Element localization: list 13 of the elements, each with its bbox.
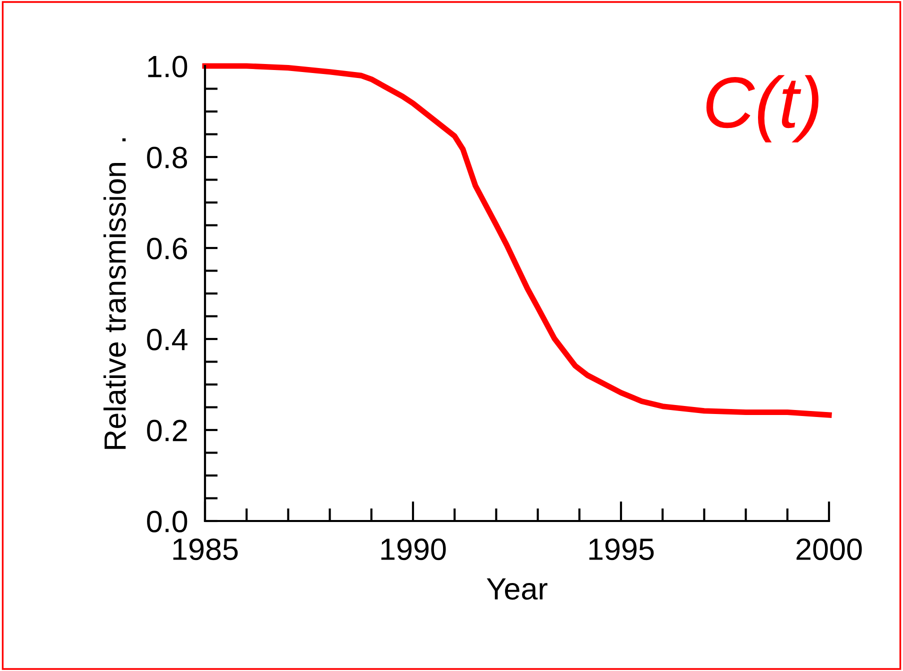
annotation: C(t) bbox=[706, 75, 818, 142]
y-axis-title: Relative transmission . bbox=[103, 138, 126, 449]
x-tick-label: 1990 bbox=[381, 538, 446, 560]
x-tick-label: 1985 bbox=[173, 538, 238, 560]
x-tick-label: 2000 bbox=[796, 538, 862, 560]
x-axis-title: Year bbox=[486, 578, 548, 600]
x-tick-label: 1995 bbox=[589, 538, 654, 560]
y-tick-label: 0.4 bbox=[147, 328, 188, 350]
y-tick-label: 0.2 bbox=[147, 420, 187, 442]
y-tick-label: 0.8 bbox=[147, 146, 188, 168]
y-tick-label: 0.0 bbox=[147, 510, 188, 532]
y-tick-label: 0.6 bbox=[147, 238, 187, 260]
y-tick-label: 1.0 bbox=[148, 56, 188, 78]
